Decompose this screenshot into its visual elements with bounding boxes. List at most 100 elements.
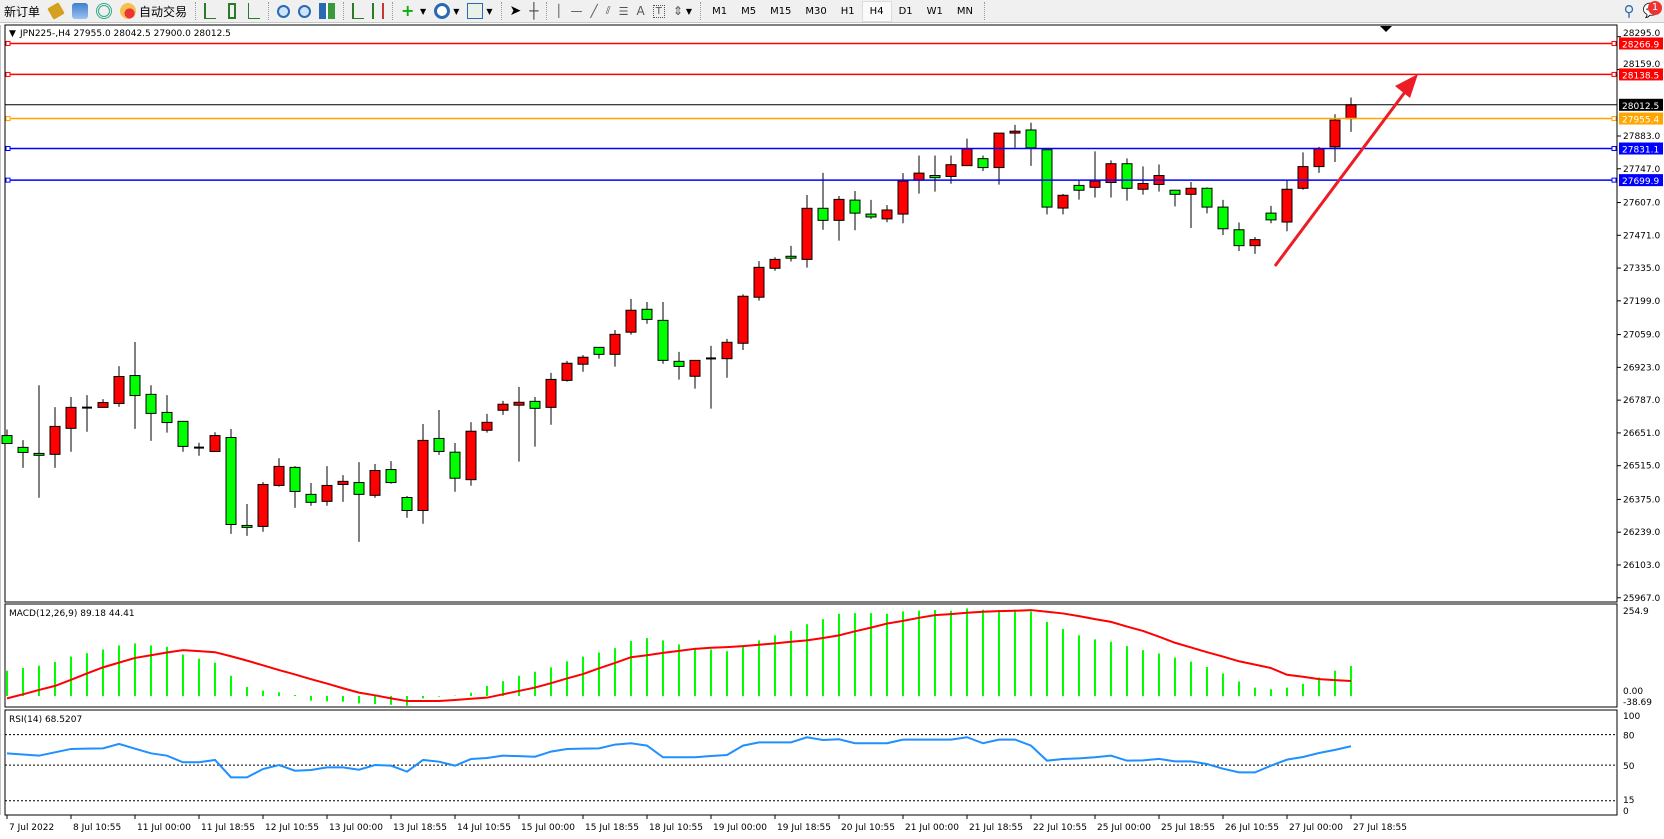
timeframe-m1[interactable]: M1 [712,5,728,17]
equidistant-channel-button[interactable]: ⫽ [602,1,615,22]
time-tick-label: 26 Jul 10:55 [1225,823,1279,833]
candle-body [1345,104,1357,120]
timeframe-h1[interactable]: H1 [840,5,855,17]
indicators-button[interactable]: + ▼ [397,1,430,22]
candle-body [1281,188,1293,223]
rsi-axis-label: 50 [1623,762,1635,772]
vertical-line-icon: │ [555,4,563,18]
zoom-in-button[interactable] [273,1,294,22]
timeframe-m5[interactable]: M5 [741,5,757,17]
candlestick-icon [228,3,237,19]
search-button[interactable]: ⚲ [1620,1,1639,22]
candle-body [177,420,189,447]
auto-scroll-icon [352,3,365,19]
line-chart-button[interactable] [244,1,264,22]
candle [1073,180,1085,200]
text-button[interactable]: A [633,1,649,22]
candle [1345,97,1357,132]
level-price-label: 27699.9 [1622,177,1659,187]
bar-chart-icon [204,3,217,19]
candle [129,342,141,429]
candle-body [561,362,573,381]
candle [1169,189,1181,207]
chart-shift-button[interactable] [368,1,388,22]
candle [337,475,349,502]
history-button[interactable] [44,1,68,22]
candle [385,461,397,484]
trend-arrow-line[interactable] [1273,91,1407,267]
trendline-button[interactable]: ╱ [587,1,602,22]
candle-body [273,465,285,486]
data-window-icon [72,3,89,19]
zoom-out-button[interactable] [294,1,315,22]
horizontal-line-button[interactable]: — [567,1,587,22]
separator [983,2,985,20]
candle-body [721,341,733,360]
timeframe-h4[interactable]: H4 [861,0,892,22]
periods-button[interactable]: ▼ [430,1,463,22]
vertical-line-button[interactable]: │ [551,1,566,22]
candle [257,482,269,532]
text-label-button[interactable]: T [649,1,669,22]
dropdown-arrow-icon: ▼ [486,6,493,16]
arrows-button[interactable]: ⇕ ▼ [669,1,696,22]
candle [321,466,333,506]
candle [577,355,589,372]
candle [1313,146,1325,173]
separator [700,2,702,20]
timeframe-w1[interactable]: W1 [926,5,943,17]
candle [1009,124,1021,148]
candlestick-button[interactable] [220,1,244,22]
candle [289,466,301,508]
timeframe-m30[interactable]: M30 [805,5,827,17]
candle [1281,180,1293,232]
candle-body [801,207,813,260]
candles [1,97,1357,542]
candle-body [1009,130,1021,134]
book-icon [47,2,65,20]
candle-body [1329,119,1341,148]
candle [801,195,813,268]
signals-button[interactable] [92,1,116,22]
timeframe-d1[interactable]: D1 [898,5,913,17]
candle-body [977,158,989,169]
candle-body [689,359,701,377]
text-icon: A [636,4,645,18]
price-tick-label: 25967.0 [1623,594,1660,604]
data-window-button[interactable] [68,1,92,22]
candle [706,345,716,409]
trend-arrow-head-icon [1395,74,1418,98]
candle-body [1313,148,1325,168]
auto-trading-button[interactable]: 自动交易 [116,1,191,22]
candle [689,359,701,389]
candle [833,196,845,241]
crosshair-button[interactable]: ┼ [525,1,542,22]
timeframe-m15[interactable]: M15 [770,5,792,17]
templates-button[interactable]: ▼ [463,1,496,22]
candle [369,464,381,498]
bar-chart-button[interactable] [200,1,220,22]
time-tick-label: 25 Jul 18:55 [1161,823,1215,833]
trendline-icon: ╱ [590,4,598,18]
time-tick-label: 19 Jul 00:00 [713,823,767,833]
candle-body [497,403,509,411]
level-handle-right [1611,177,1617,183]
tile-windows-button[interactable] [315,1,339,22]
candle-body [449,451,461,479]
cursor-button[interactable]: ➤ [506,1,526,22]
notifications-button[interactable]: 💬 1 [1639,0,1664,22]
candle-body [1249,239,1261,247]
time-tick-label: 8 Jul 10:55 [73,823,121,833]
candle-body [33,452,45,456]
channel-icon: ⫽ [605,4,611,17]
new-order-button[interactable]: 新订单 [0,1,44,22]
candle-body [417,439,429,512]
auto-scroll-button[interactable] [348,1,368,22]
candle-body [1217,206,1229,230]
fibonacci-button[interactable]: ☰ [615,1,633,22]
time-tick-label: 13 Jul 18:55 [393,823,447,833]
separator [343,2,345,20]
timeframe-mn[interactable]: MN [956,5,973,17]
level-handle-left [5,116,11,122]
